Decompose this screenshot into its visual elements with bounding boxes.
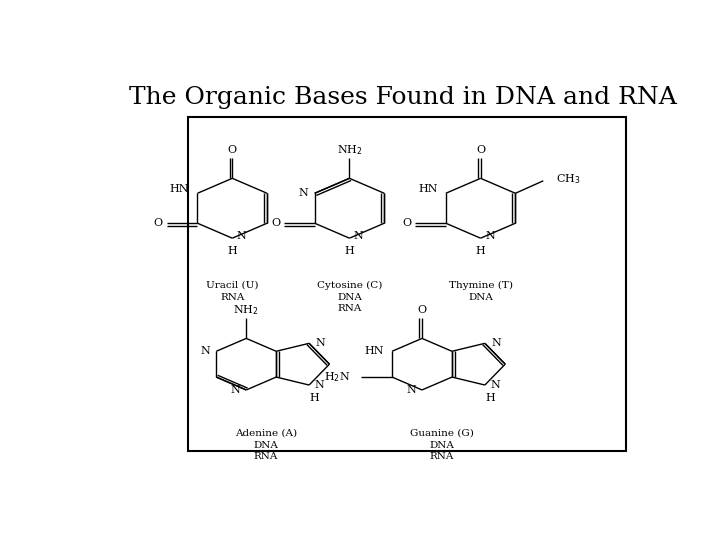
Text: HN: HN xyxy=(418,184,438,194)
Text: O: O xyxy=(476,145,485,155)
Text: N: N xyxy=(237,231,246,241)
Text: O: O xyxy=(154,218,163,228)
Text: O: O xyxy=(418,305,426,315)
Text: N: N xyxy=(492,339,501,348)
Text: DNA: DNA xyxy=(468,293,493,302)
Bar xyxy=(188,117,626,451)
Text: N: N xyxy=(490,380,500,390)
Text: DNA: DNA xyxy=(429,441,454,450)
Text: N: N xyxy=(316,339,325,348)
Text: N: N xyxy=(354,231,364,241)
Text: H: H xyxy=(310,393,320,403)
Text: NH$_2$: NH$_2$ xyxy=(233,303,259,317)
Text: H: H xyxy=(476,246,485,256)
Text: DNA: DNA xyxy=(337,293,362,302)
Text: N: N xyxy=(407,385,416,395)
Text: N: N xyxy=(231,385,240,395)
Text: N: N xyxy=(201,346,211,356)
Text: H$_2$N: H$_2$N xyxy=(324,370,350,384)
Text: Uracil (U): Uracil (U) xyxy=(206,281,258,289)
Text: H: H xyxy=(345,246,354,256)
Text: HN: HN xyxy=(170,184,189,194)
Text: Thymine (T): Thymine (T) xyxy=(449,281,513,290)
Text: N: N xyxy=(485,231,495,241)
Text: Adenine (A): Adenine (A) xyxy=(235,428,297,437)
Text: H: H xyxy=(228,246,237,256)
Text: N: N xyxy=(315,380,325,390)
Text: CH$_3$: CH$_3$ xyxy=(556,172,580,186)
Text: O: O xyxy=(228,145,237,155)
Text: RNA: RNA xyxy=(429,452,454,461)
Text: DNA: DNA xyxy=(253,441,278,450)
Text: RNA: RNA xyxy=(253,452,278,461)
Text: Guanine (G): Guanine (G) xyxy=(410,428,474,437)
Text: HN: HN xyxy=(364,346,384,356)
Text: RNA: RNA xyxy=(337,303,361,313)
Text: RNA: RNA xyxy=(220,293,245,302)
Text: O: O xyxy=(402,218,411,228)
Text: O: O xyxy=(271,218,280,228)
Text: NH$_2$: NH$_2$ xyxy=(337,143,362,157)
Text: H: H xyxy=(485,393,495,403)
Text: N: N xyxy=(298,188,308,198)
Text: The Organic Bases Found in DNA and RNA: The Organic Bases Found in DNA and RNA xyxy=(129,85,677,109)
Text: Cytosine (C): Cytosine (C) xyxy=(317,281,382,290)
